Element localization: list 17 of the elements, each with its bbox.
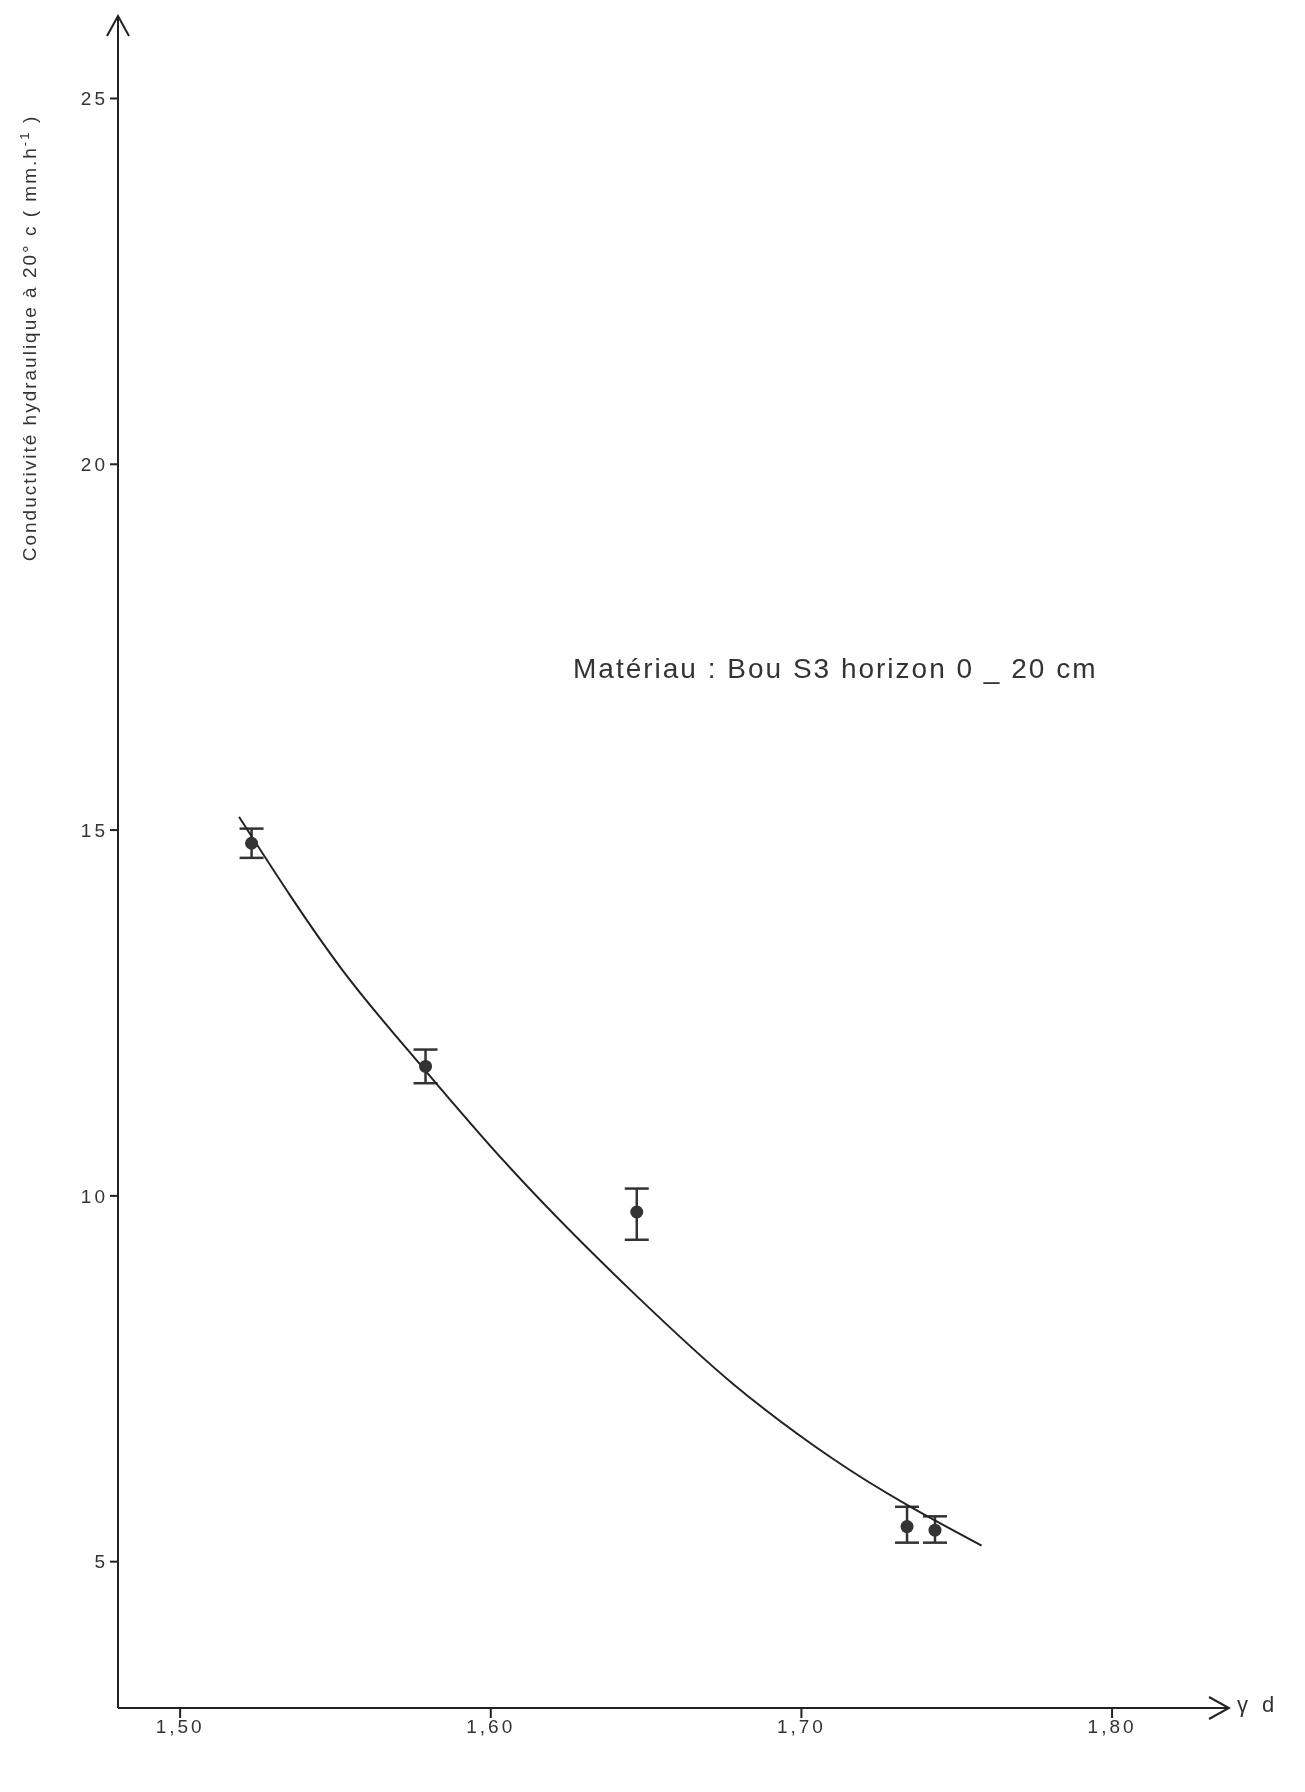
annotation: Matériau : Bou S3 horizon 0 _ 20 cm [573, 653, 1098, 685]
x-axis-title: γ d [1237, 1692, 1279, 1718]
y-tick-label: 20 [80, 454, 108, 476]
y-tick-label: 15 [80, 819, 108, 841]
x-tick-label: 1,60 [466, 1716, 516, 1738]
point [630, 1205, 644, 1219]
point [245, 836, 259, 850]
x-tick-label: 1,80 [1087, 1716, 1137, 1738]
x-tick-label: 1,50 [155, 1716, 205, 1738]
y-tick-label: 10 [80, 1185, 108, 1207]
y-tick-label: 5 [94, 1551, 108, 1573]
point [900, 1520, 914, 1534]
y-tick-label: 25 [80, 88, 108, 110]
point [928, 1523, 942, 1537]
x-tick-label: 1,70 [776, 1716, 826, 1738]
point [419, 1059, 433, 1073]
line-series [238, 815, 983, 1547]
